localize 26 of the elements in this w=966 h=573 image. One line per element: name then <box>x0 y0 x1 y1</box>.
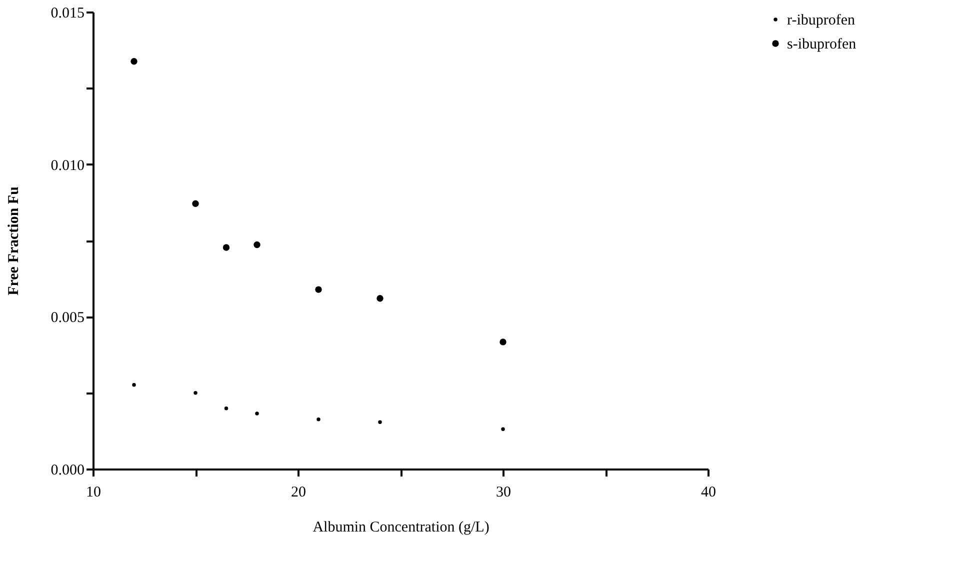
x-tick-label: 10 <box>86 484 101 500</box>
x-tick-label: 30 <box>496 484 511 500</box>
point <box>501 427 505 431</box>
y-tick-label: 0.010 <box>50 158 84 174</box>
point <box>194 390 198 395</box>
point <box>255 412 259 416</box>
legend-label: r-ibuprofen <box>787 12 856 28</box>
y-tick-label: 0.015 <box>50 6 84 22</box>
y-tick-label: 0.000 <box>50 462 84 478</box>
y-tick-label: 0.005 <box>50 310 84 326</box>
point <box>222 244 230 251</box>
point <box>132 383 136 387</box>
x-tick-label: 20 <box>291 484 306 500</box>
y-axis-title: Free Fraction Fu <box>6 186 22 296</box>
x-tick-label: 40 <box>701 484 716 500</box>
point <box>376 295 384 302</box>
point <box>378 420 382 424</box>
legend-label: s-ibuprofen <box>787 36 857 52</box>
point <box>224 406 228 410</box>
point <box>192 200 199 207</box>
point <box>130 58 138 65</box>
point <box>254 241 260 248</box>
point <box>316 417 320 422</box>
point <box>500 338 506 346</box>
point <box>315 286 322 293</box>
x-axis-title: Albumin Concentration (g/L) <box>312 520 490 536</box>
